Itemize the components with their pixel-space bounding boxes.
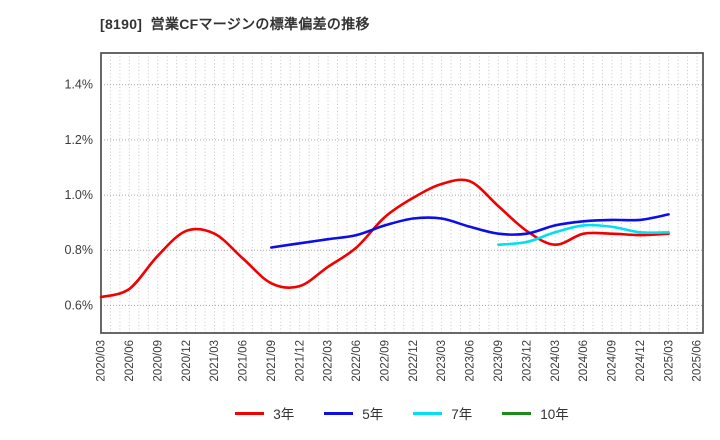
legend: 3年 5年 7年 10年 [101,403,703,423]
x-tick-label: 2024/03 [550,340,562,382]
y-tick-label: 0.8% [65,243,94,257]
x-tick-label: 2025/06 [692,340,704,382]
series-line-7y [497,223,670,246]
x-tick-label: 2025/03 [663,340,675,382]
x-tick-label: 2020/03 [96,340,108,382]
x-tick-label: 2024/09 [607,340,619,382]
y-tick-label: 1.0% [65,188,94,202]
legend-swatch-5y [324,411,354,415]
legend-item-5y: 5年 [324,403,383,423]
legend-swatch-7y [413,411,443,415]
x-tick-label: 2024/12 [635,340,647,382]
legend-item-10y: 10年 [502,403,569,423]
x-tick-label: 2023/06 [465,340,477,382]
legend-swatch-3y [235,411,265,415]
x-tick-label: 2021/12 [294,340,306,382]
y-tick-label: 1.4% [65,78,94,92]
x-tick-label: 2024/06 [578,340,590,382]
plot-border [100,52,704,334]
series-line-5y [270,213,670,249]
legend-swatch-10y [502,411,532,415]
chart-title: [8190] 営業CFマージンの標準偏差の推移 [100,16,370,32]
x-tick-label: 2022/03 [323,340,335,382]
x-tick-label: 2023/03 [436,340,448,382]
x-tick-label: 2022/06 [351,340,363,382]
x-tick-label: 2022/09 [379,340,391,382]
x-tick-label: 2021/09 [266,340,278,382]
gridlines [100,53,703,333]
x-tick-label: 2023/12 [521,340,533,382]
plot-area: 0.6% 0.8% 1.0% 1.2% 1.4% 2020/03 2020/06 2020/0… [65,52,704,382]
legend-label-10y: 10年 [540,407,569,422]
x-tick-label: 2021/03 [209,340,221,382]
x-tick-label: 2023/09 [493,340,505,382]
y-tick-label: 0.6% [65,298,94,312]
series-line-3y [99,178,670,299]
legend-item-7y: 7年 [413,403,472,423]
legend-item-3y: 3年 [235,403,294,423]
x-tick-label: 2022/12 [408,340,420,382]
legend-label-3y: 3年 [273,407,295,422]
y-tick-label: 1.2% [65,133,94,147]
legend-label-5y: 5年 [362,407,384,422]
x-tick-label: 2020/12 [181,340,193,382]
x-tick-label: 2020/06 [124,340,136,382]
legend-label-7y: 7年 [451,407,473,422]
x-tick-label: 2021/06 [238,340,250,382]
x-tick-label: 2020/09 [152,340,164,382]
